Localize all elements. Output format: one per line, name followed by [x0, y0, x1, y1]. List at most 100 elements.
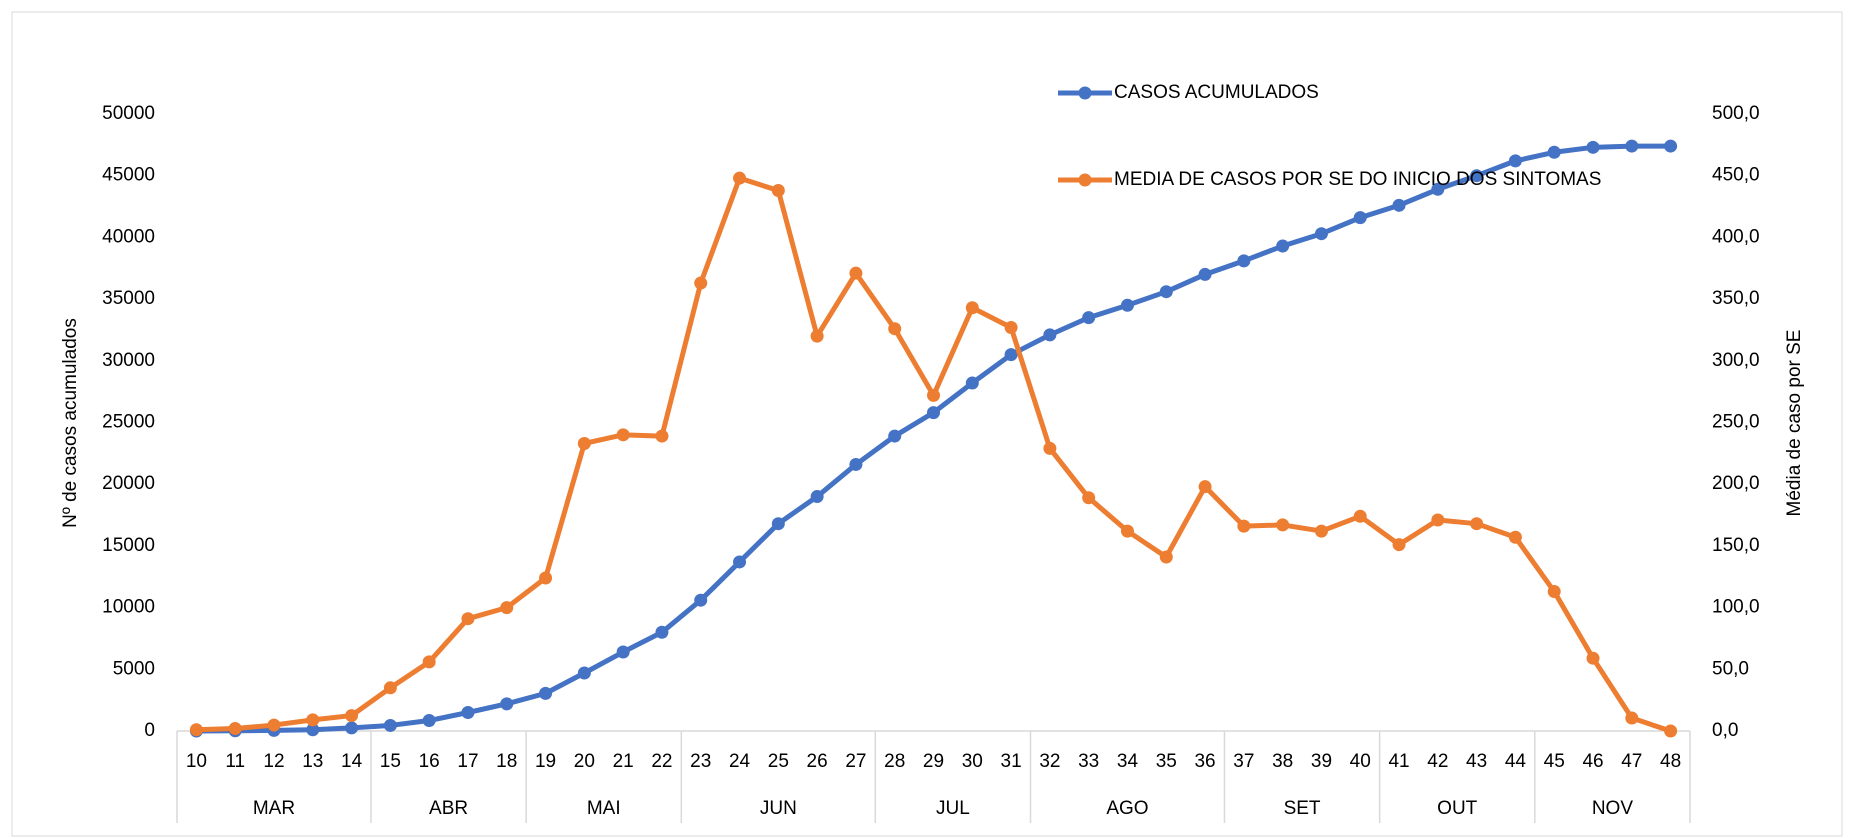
- series-marker: [1314, 227, 1328, 241]
- series-marker: [1237, 254, 1251, 268]
- series-marker: [1664, 724, 1678, 738]
- series-marker: [1431, 513, 1445, 527]
- series-line: [196, 175, 1672, 734]
- group-label: AGO: [1106, 798, 1148, 819]
- y2-tick-label: 250,0: [1712, 412, 1760, 433]
- series-marker: [1353, 211, 1367, 225]
- y-tick-label: 20000: [102, 473, 155, 494]
- x-tick-label: 26: [807, 751, 828, 772]
- series-marker: [461, 612, 475, 626]
- series-marker: [1508, 154, 1522, 168]
- series-marker: [1470, 169, 1484, 183]
- series-marker: [1004, 320, 1018, 334]
- y2-tick-label: 300,0: [1712, 350, 1760, 371]
- series-marker: [655, 625, 669, 639]
- series-marker: [383, 681, 397, 695]
- series-marker: [849, 457, 863, 471]
- series-marker: [1082, 311, 1096, 325]
- legend-marker: [1078, 86, 1092, 100]
- x-tick-label: 12: [263, 751, 284, 772]
- series-marker: [422, 714, 436, 728]
- series-marker: [228, 722, 242, 736]
- series-marker: [500, 601, 514, 615]
- series-marker: [927, 406, 940, 420]
- series-marker: [1470, 517, 1484, 531]
- series-marker: [577, 436, 591, 450]
- y2-tick-label: 150,0: [1712, 535, 1760, 556]
- series-marker: [694, 593, 708, 607]
- series-marker: [422, 655, 436, 669]
- series-marker: [577, 666, 591, 680]
- series-marker: [306, 713, 320, 727]
- x-tick-label: 29: [923, 751, 944, 772]
- x-tick-label: 13: [302, 751, 323, 772]
- x-tick-label: 15: [380, 751, 401, 772]
- x-tick-label: 42: [1427, 751, 1448, 772]
- x-tick-label: 22: [651, 751, 672, 772]
- y2-tick-label: 200,0: [1712, 473, 1760, 494]
- x-tick-label: 20: [574, 751, 595, 772]
- series-marker: [345, 709, 359, 723]
- series-marker: [1198, 267, 1212, 281]
- series-marker: [1664, 139, 1678, 153]
- series-marker: [1431, 182, 1445, 196]
- series-marker: [306, 723, 320, 737]
- series-marker: [1353, 509, 1367, 523]
- series-marker: [1547, 585, 1561, 599]
- y2-tick-label: 450,0: [1712, 165, 1760, 186]
- x-tick-label: 17: [457, 751, 478, 772]
- series-marker: [1004, 348, 1018, 362]
- series-marker: [1392, 538, 1406, 552]
- series-marker: [383, 718, 397, 732]
- x-tick-label: 18: [496, 751, 517, 772]
- series-marker: [500, 697, 514, 711]
- y2-tick-label: 400,0: [1712, 226, 1760, 247]
- x-tick-label: 11: [225, 751, 245, 772]
- series-marker: [733, 555, 747, 569]
- y-tick-label: 5000: [113, 658, 155, 679]
- x-tick-label: 39: [1311, 751, 1332, 772]
- series-marker: [1159, 285, 1173, 299]
- y2-tick-label: 50,0: [1712, 658, 1749, 679]
- x-tick-label: 28: [884, 751, 905, 772]
- series-marker: [1276, 518, 1290, 532]
- y-tick-label: 35000: [102, 288, 155, 309]
- series-marker: [1314, 524, 1328, 538]
- series-marker: [1043, 328, 1057, 342]
- series-marker: [189, 723, 203, 737]
- series-marker: [810, 329, 824, 343]
- group-label: JUN: [760, 798, 797, 819]
- series-marker: [461, 705, 475, 719]
- series-marker: [1198, 480, 1212, 494]
- y-tick-label: 10000: [102, 597, 155, 618]
- series-marker: [1508, 530, 1522, 544]
- x-tick-label: 19: [535, 751, 556, 772]
- y-tick-label: 0: [144, 720, 155, 741]
- x-tick-label: 44: [1505, 751, 1527, 772]
- series-marker: [1043, 441, 1057, 455]
- x-tick-label: 45: [1544, 751, 1565, 772]
- series-marker: [539, 571, 553, 585]
- y-tick-label: 25000: [102, 412, 155, 433]
- series-marker: [1159, 550, 1173, 564]
- series-marker: [965, 376, 979, 390]
- y2-tick-label: 500,0: [1712, 103, 1760, 124]
- series-marker: [733, 171, 747, 185]
- series-marker: [694, 276, 708, 290]
- legend-label: MEDIA DE CASOS POR SE DO INICIO DOS SINT…: [1114, 169, 1601, 190]
- x-tick-label: 30: [962, 751, 983, 772]
- x-tick-label: 14: [341, 751, 363, 772]
- group-label: NOV: [1592, 798, 1634, 819]
- x-tick-label: 23: [690, 751, 711, 772]
- x-tick-label: 21: [613, 751, 634, 772]
- series-marker: [1625, 711, 1639, 725]
- x-tick-label: 31: [1001, 751, 1022, 772]
- series-marker: [849, 266, 863, 280]
- series-marker: [771, 184, 785, 198]
- x-tick-label: 48: [1660, 751, 1681, 772]
- series-marker: [1082, 491, 1096, 505]
- y-tick-label: 45000: [102, 165, 155, 186]
- series-marker: [927, 388, 940, 402]
- x-tick-label: 40: [1350, 751, 1371, 772]
